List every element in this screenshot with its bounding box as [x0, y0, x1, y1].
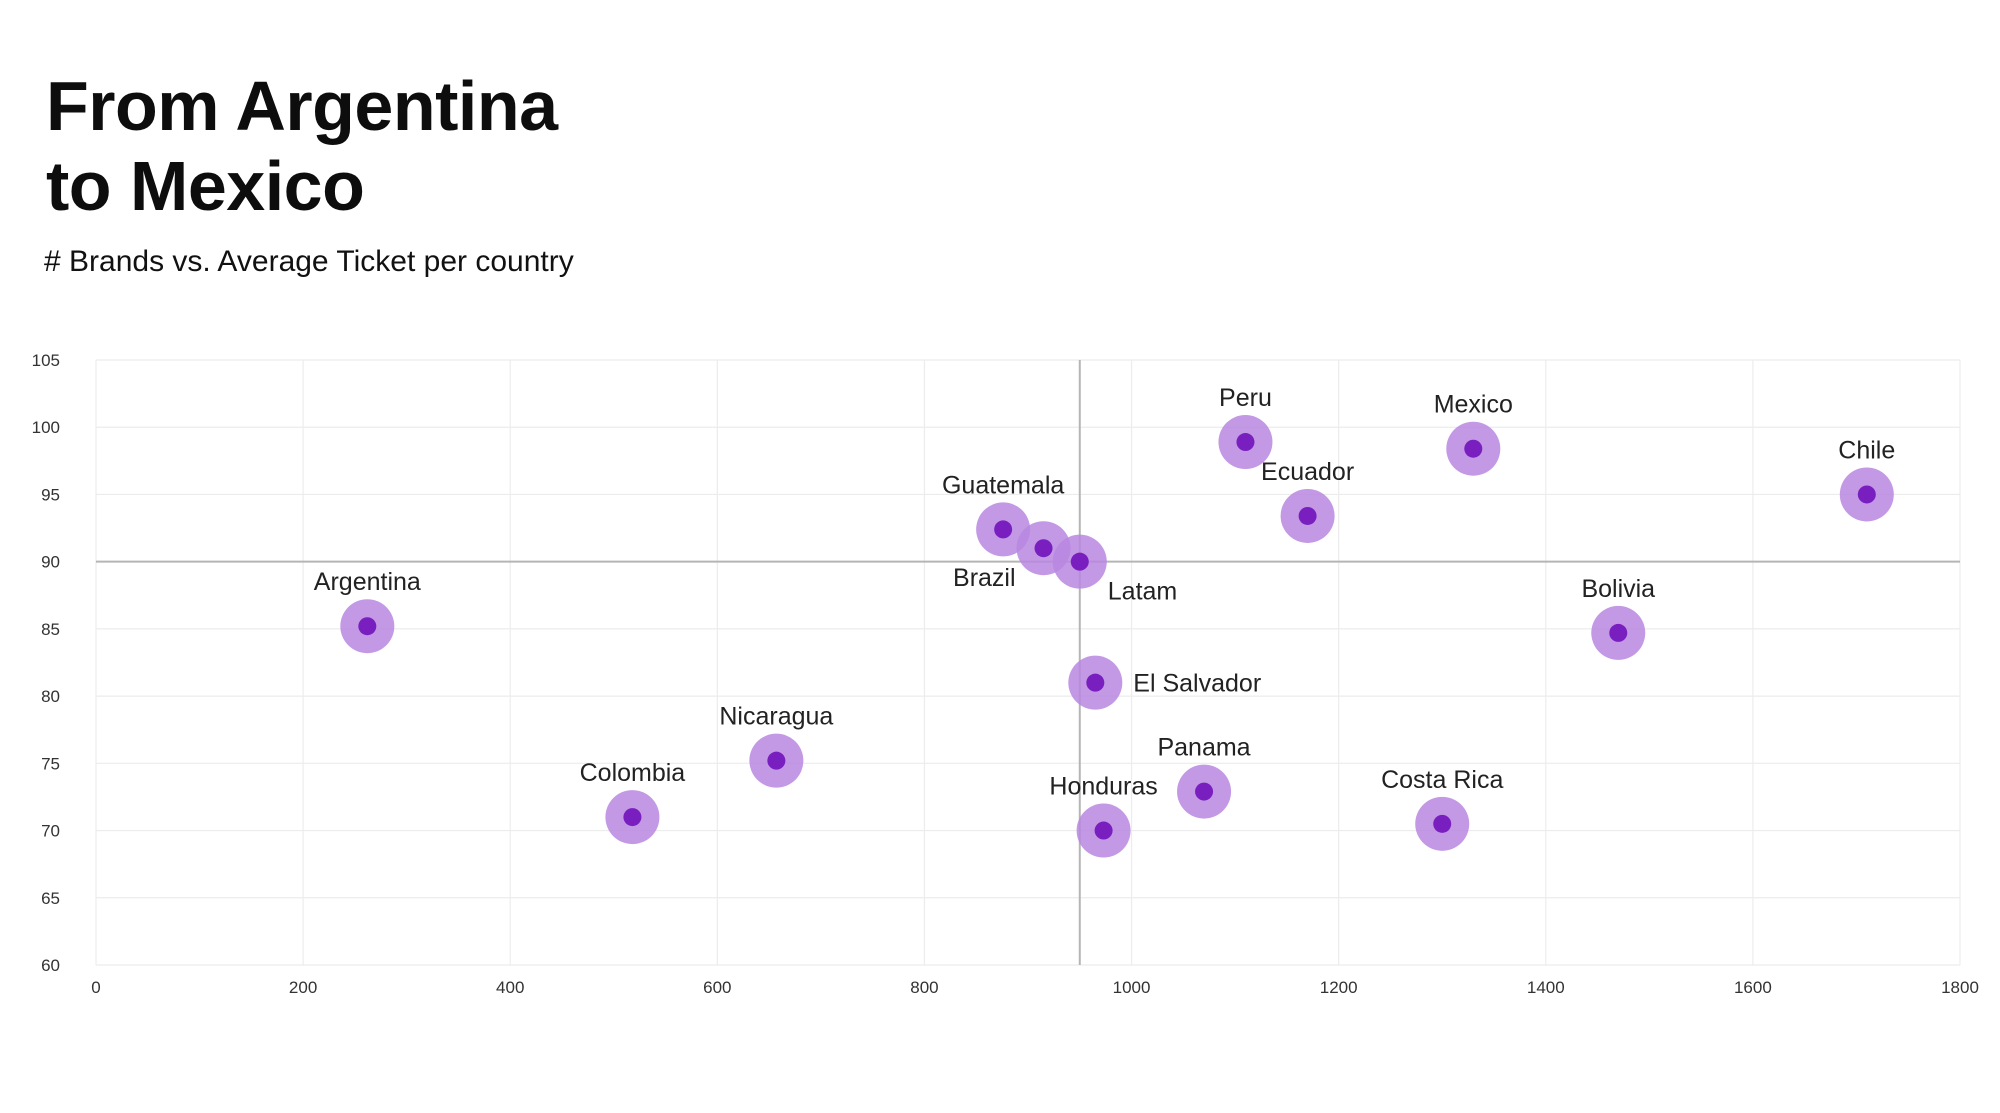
x-tick-label: 0 — [91, 978, 100, 997]
data-label: Mexico — [1434, 391, 1513, 419]
chart-title: From Argentina to Mexico — [46, 66, 946, 226]
data-label: Nicaragua — [719, 703, 833, 731]
data-label: Costa Rica — [1381, 766, 1503, 794]
x-tick-label: 1400 — [1527, 978, 1565, 997]
data-label: El Salvador — [1133, 670, 1261, 698]
y-tick-label: 80 — [41, 687, 60, 706]
chart-title-line1: From Argentina — [46, 67, 558, 145]
data-labels: Argentina Colombia Nicaragua Guatemala Brazi… — [314, 384, 1895, 801]
data-label: Ecuador — [1261, 458, 1354, 486]
x-tick-label: 1200 — [1320, 978, 1358, 997]
y-tick-label: 105 — [32, 351, 60, 370]
data-label: Bolivia — [1581, 575, 1655, 603]
data-point — [358, 617, 377, 636]
data-point — [767, 751, 786, 770]
y-tick-label: 95 — [41, 485, 60, 504]
data-label: Chile — [1838, 436, 1895, 464]
axis-ticks: 0 200 400 600 800 1000 1200 1400 1600 1800 60 65 70 7… — [32, 351, 1979, 997]
x-tick-label: 800 — [910, 978, 938, 997]
data-label: Latam — [1108, 578, 1177, 606]
data-label: Panama — [1157, 734, 1250, 762]
y-tick-label: 75 — [41, 754, 60, 773]
data-label: Brazil — [953, 564, 1016, 592]
data-point — [1195, 782, 1214, 801]
x-tick-label: 1800 — [1941, 978, 1979, 997]
data-point — [1298, 506, 1317, 525]
data-label: Argentina — [314, 568, 421, 596]
chart-subtitle: # Brands vs. Average Ticket per country — [44, 245, 574, 278]
data-point — [1034, 539, 1053, 558]
y-tick-label: 100 — [32, 418, 60, 437]
x-tick-label: 400 — [496, 978, 524, 997]
data-point — [1070, 552, 1089, 571]
data-points — [340, 415, 1894, 858]
x-tick-label: 200 — [289, 978, 317, 997]
data-point — [1433, 814, 1452, 833]
data-point — [1094, 821, 1113, 840]
x-tick-label: 1600 — [1734, 978, 1772, 997]
y-tick-label: 70 — [41, 822, 60, 841]
data-point — [1464, 439, 1483, 458]
data-label: Peru — [1219, 384, 1272, 412]
grid-lines — [95, 359, 1961, 966]
data-point — [1609, 623, 1628, 642]
data-point — [1086, 673, 1105, 692]
x-tick-label: 1000 — [1113, 978, 1151, 997]
data-label: Honduras — [1049, 773, 1157, 801]
y-tick-label: 65 — [41, 889, 60, 908]
y-tick-label: 60 — [41, 956, 60, 975]
reference-lines — [96, 360, 1960, 965]
data-point — [994, 520, 1013, 539]
data-point — [623, 808, 642, 827]
data-label: Guatemala — [942, 471, 1064, 499]
data-point — [1857, 485, 1876, 504]
y-tick-label: 90 — [41, 553, 60, 572]
x-tick-label: 600 — [703, 978, 731, 997]
chart-title-line2: to Mexico — [46, 147, 365, 225]
data-label: Colombia — [580, 759, 686, 787]
data-point — [1236, 433, 1255, 452]
y-tick-label: 85 — [41, 620, 60, 639]
